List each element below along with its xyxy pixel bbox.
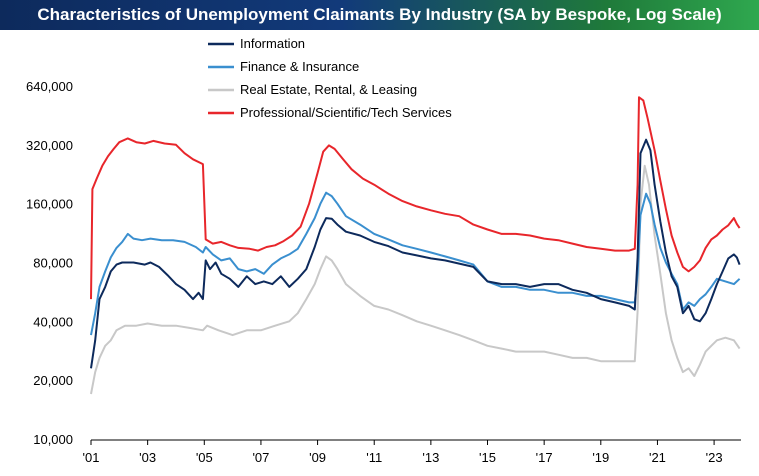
series-lines [90, 96, 741, 395]
series-line-real-estate-rental-leasing [90, 164, 741, 395]
x-axis: '01 '03 '05 '07 '09 '11 '13 '15 '17 '19 '21 '23 [83, 439, 741, 465]
legend-label: Finance & Insurance [240, 59, 359, 74]
line-chart: 10,000 20,000 40,000 80,000 160,000 320,000 64… [26, 36, 741, 465]
x-tick-label: '03 [139, 450, 156, 465]
x-tick-label: '23 [706, 450, 723, 465]
y-tick-label: 320,000 [26, 138, 73, 153]
y-axis: 10,000 20,000 40,000 80,000 160,000 320,000 64… [26, 79, 73, 447]
x-tick-label: '21 [649, 450, 666, 465]
series-line-finance-insurance [90, 191, 741, 336]
y-tick-label: 10,000 [33, 432, 73, 447]
x-tick-label: '19 [592, 450, 609, 465]
y-tick-label: 20,000 [33, 373, 73, 388]
y-tick-label: 640,000 [26, 79, 73, 94]
chart-title: Characteristics of Unemployment Claimant… [0, 0, 759, 30]
x-tick-label: '13 [422, 450, 439, 465]
series-line-information [90, 138, 741, 369]
series-line-professional-scientific-tech-services [90, 96, 741, 300]
x-tick-label: '15 [479, 450, 496, 465]
legend-label: Information [240, 36, 305, 51]
x-tick-label: '07 [252, 450, 269, 465]
y-tick-label: 40,000 [33, 314, 73, 329]
y-tick-label: 80,000 [33, 256, 73, 271]
legend-label: Real Estate, Rental, & Leasing [240, 82, 417, 97]
x-tick-label: '17 [536, 450, 553, 465]
x-tick-label: '11 [366, 450, 382, 465]
x-tick-label: '05 [196, 450, 213, 465]
y-tick-label: 160,000 [26, 197, 73, 212]
x-tick-label: '09 [309, 450, 326, 465]
x-tick-label: '01 [83, 450, 100, 465]
legend: Information Finance & Insurance Real Estat… [208, 36, 452, 120]
legend-label: Professional/Scientific/Tech Services [240, 105, 452, 120]
